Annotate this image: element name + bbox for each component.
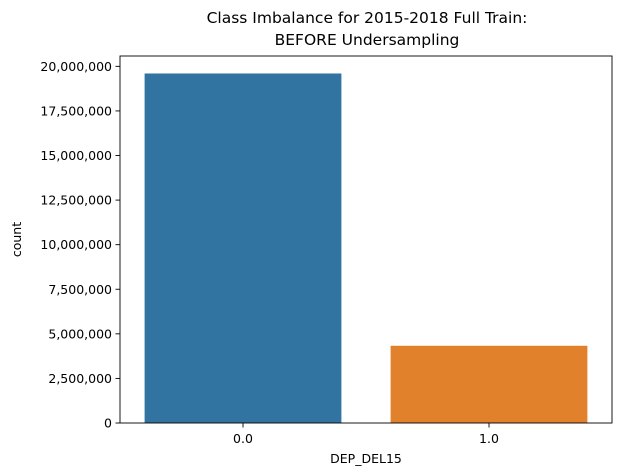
x-axis: 0.0 1.0	[233, 423, 499, 446]
y-tick-label: 0	[104, 416, 112, 431]
y-axis: 0 2,500,000 5,000,000 7,500,000 10,000,000 12…	[40, 59, 120, 431]
y-tick-label: 15,000,000	[40, 148, 112, 163]
bar-1-0	[390, 345, 588, 423]
bar-0-0	[144, 73, 342, 423]
y-tick-label: 12,500,000	[40, 193, 112, 208]
y-axis-label: count	[9, 222, 24, 257]
plot-frame	[119, 55, 613, 424]
y-tick-label: 20,000,000	[40, 59, 112, 74]
chart-title: Class Imbalance for 2015-2018 Full Train…	[207, 9, 528, 49]
x-tick-label: 1.0	[479, 431, 499, 446]
chart-title-line-2: BEFORE Undersampling	[275, 31, 460, 49]
y-tick-label: 2,500,000	[48, 371, 112, 386]
x-axis-label: DEP_DEL15	[330, 451, 402, 466]
x-tick-label: 0.0	[233, 431, 253, 446]
chart-title-line-1: Class Imbalance for 2015-2018 Full Train…	[207, 9, 528, 27]
y-tick-label: 10,000,000	[40, 237, 112, 252]
bars-group	[144, 73, 588, 423]
y-tick-label: 17,500,000	[40, 103, 112, 118]
y-tick-label: 5,000,000	[48, 326, 112, 341]
y-tick-label: 7,500,000	[48, 282, 112, 297]
